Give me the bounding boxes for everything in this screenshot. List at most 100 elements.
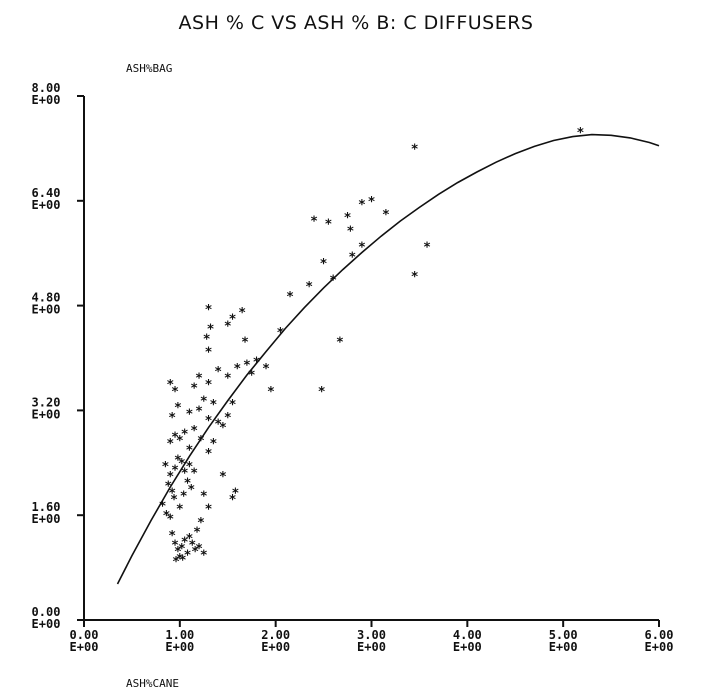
data-point: *: [184, 549, 192, 564]
x-tick-label: 2.00: [261, 628, 290, 642]
data-point: *: [187, 483, 195, 498]
data-point: *: [176, 503, 184, 518]
data-point: *: [179, 554, 187, 569]
y-tick-exponent: E+00: [32, 512, 61, 526]
chart-title: ASH % C VS ASH % B: C DIFFUSERS: [179, 12, 534, 34]
data-point: *: [205, 378, 213, 393]
y-tick-label: 8.00: [32, 81, 61, 95]
data-point: *: [329, 273, 337, 288]
data-point: *: [344, 211, 352, 226]
data-point: *: [318, 385, 326, 400]
data-point: *: [348, 250, 356, 265]
data-point: *: [166, 512, 174, 527]
data-point: *: [171, 539, 179, 554]
x-axis-ticks: 0.00E+001.00E+002.00E+003.00E+004.00E+00…: [70, 620, 674, 654]
x-tick-exponent: E+00: [357, 640, 386, 654]
data-point: *: [180, 490, 188, 505]
data-point: *: [163, 509, 171, 524]
x-tick-exponent: E+00: [261, 640, 290, 654]
data-point: *: [195, 404, 203, 419]
data-point: *: [229, 313, 237, 328]
data-point: *: [168, 529, 176, 544]
data-point: *: [305, 280, 313, 295]
data-point: *: [238, 306, 246, 321]
data-point: *: [241, 336, 249, 351]
data-point: *: [224, 411, 232, 426]
data-point: *: [382, 208, 390, 223]
data-point: *: [286, 290, 294, 305]
x-tick-label: 1.00: [165, 628, 194, 642]
data-point: *: [171, 385, 179, 400]
data-point: *: [168, 486, 176, 501]
data-point: *: [423, 241, 431, 256]
data-point: *: [219, 421, 227, 436]
data-point: *: [262, 362, 270, 377]
x-tick-label: 5.00: [549, 628, 578, 642]
data-point: *: [209, 437, 217, 452]
data-point: *: [166, 470, 174, 485]
x-axis-label: ASH%CANE: [126, 677, 179, 690]
data-point: *: [159, 499, 167, 514]
data-point: *: [171, 463, 179, 478]
data-point: *: [186, 532, 194, 547]
data-point: *: [205, 503, 213, 518]
data-point: *: [181, 427, 189, 442]
data-point: *: [176, 434, 184, 449]
data-point: *: [172, 555, 180, 570]
data-point: *: [186, 408, 194, 423]
data-point: *: [214, 418, 222, 433]
data-point: *: [181, 535, 189, 550]
data-point: *: [186, 460, 194, 475]
data-point: *: [224, 319, 232, 334]
data-point: *: [162, 460, 170, 475]
y-tick-label: 1.60: [32, 500, 61, 514]
y-tick-label: 4.80: [32, 291, 61, 305]
data-point: *: [195, 542, 203, 557]
data-point: *: [336, 336, 344, 351]
data-point: *: [178, 542, 186, 557]
data-point: *: [229, 493, 237, 508]
x-tick-label: 6.00: [645, 628, 674, 642]
data-point: *: [205, 447, 213, 462]
data-point: *: [195, 372, 203, 387]
data-point: *: [174, 401, 182, 416]
x-tick-exponent: E+00: [165, 640, 194, 654]
data-point: *: [320, 257, 328, 272]
data-point: *: [243, 359, 251, 374]
data-point: *: [214, 365, 222, 380]
data-point: *: [577, 126, 585, 141]
data-point: *: [205, 345, 213, 360]
data-point: *: [207, 323, 215, 338]
data-point: *: [368, 195, 376, 210]
x-tick-exponent: E+00: [549, 640, 578, 654]
data-point: *: [200, 490, 208, 505]
data-point: *: [411, 142, 419, 157]
y-tick-exponent: E+00: [32, 617, 61, 631]
data-point: *: [358, 198, 366, 213]
y-tick-label: 0.00: [32, 605, 61, 619]
data-point: *: [174, 454, 182, 469]
data-point: *: [200, 395, 208, 410]
y-axis-ticks: 0.00E+001.60E+003.20E+004.80E+006.40E+00…: [32, 81, 84, 631]
data-point: *: [174, 545, 182, 560]
data-point: *: [197, 516, 205, 531]
data-point: *: [209, 398, 217, 413]
data-point: *: [181, 467, 189, 482]
scatter-points: **************** ************************…: [159, 126, 585, 570]
data-point: *: [191, 545, 199, 560]
y-tick-label: 3.20: [32, 395, 61, 409]
data-point: *: [224, 372, 232, 387]
x-tick-exponent: E+00: [70, 640, 99, 654]
x-tick-label: 4.00: [453, 628, 482, 642]
data-point: *: [190, 467, 198, 482]
y-tick-label: 6.40: [32, 186, 61, 200]
data-point: *: [233, 362, 241, 377]
data-point: *: [229, 398, 237, 413]
data-point: *: [170, 493, 178, 508]
data-point: *: [197, 434, 205, 449]
data-point: *: [205, 414, 213, 429]
data-point: *: [188, 539, 196, 554]
data-point: *: [190, 424, 198, 439]
y-axis-label: ASH%BAG: [126, 62, 172, 75]
data-point: *: [171, 431, 179, 446]
